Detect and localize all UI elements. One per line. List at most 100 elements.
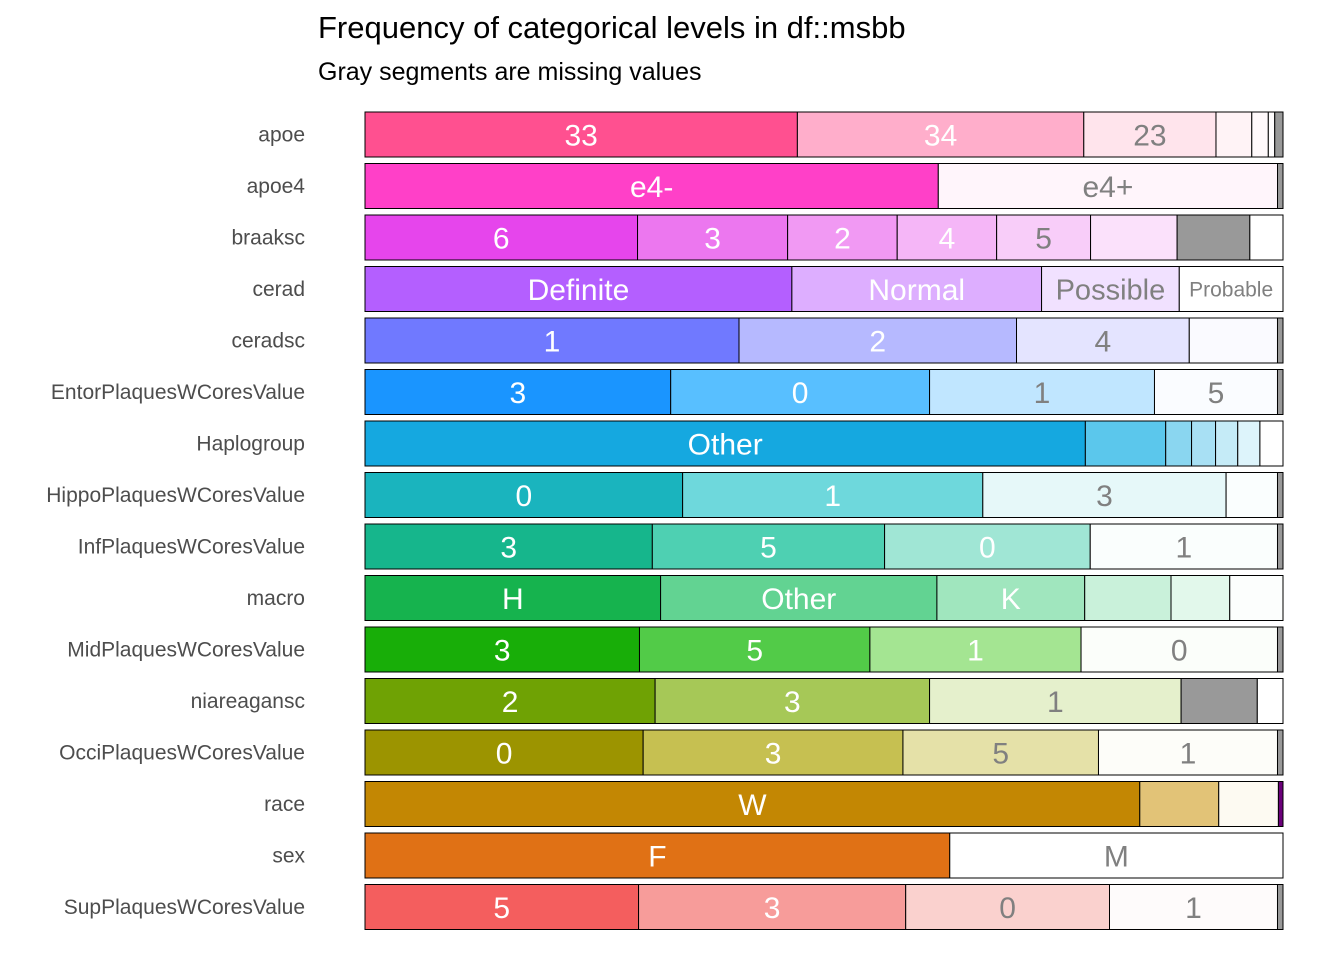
missing-segment bbox=[1276, 884, 1284, 930]
bar-row-supplaqueswcoresvalue: 5 3 0 1 bbox=[364, 884, 1284, 930]
row-label-sex: sex bbox=[272, 845, 305, 868]
bar-segment bbox=[364, 266, 793, 312]
segment-label: 1 bbox=[1047, 686, 1064, 719]
segment-label: 5 bbox=[992, 737, 1009, 770]
segment-label: 33 bbox=[565, 119, 598, 152]
bar-segment bbox=[1170, 575, 1231, 621]
segment-label: 1 bbox=[1180, 737, 1197, 770]
bar-row-macro: H Other K bbox=[364, 575, 1284, 621]
bar-segment bbox=[364, 214, 639, 261]
segment-label: 1 bbox=[824, 480, 841, 513]
missing-segment bbox=[1276, 472, 1284, 518]
bar-segment bbox=[1225, 472, 1278, 518]
bar-segment bbox=[1215, 420, 1239, 467]
segment-label: H bbox=[502, 583, 524, 616]
segment-label: 6 bbox=[493, 222, 510, 255]
segment-label: 3 bbox=[494, 634, 511, 667]
bar-segment bbox=[1277, 781, 1284, 827]
bar-row-ceradsc: 1 2 4 bbox=[364, 317, 1284, 364]
row-label-cerad: cerad bbox=[252, 278, 305, 301]
bar-segment bbox=[896, 214, 998, 261]
bar-segment bbox=[682, 472, 984, 518]
segment-label: 0 bbox=[792, 377, 809, 410]
bar-segment bbox=[869, 626, 1082, 673]
bar-segment bbox=[1188, 317, 1278, 364]
bar-segment bbox=[364, 369, 672, 415]
bar-segment bbox=[1237, 420, 1261, 467]
segment-label: 5 bbox=[1035, 222, 1052, 255]
bar-segment bbox=[1090, 214, 1178, 261]
bar-row-apoe4: e4- e4+ bbox=[364, 163, 1284, 209]
bar-segment bbox=[1267, 111, 1276, 158]
row-label-entorplaqueswcoresvalue: EntorPlaquesWCoresValue bbox=[51, 381, 305, 404]
segment-label: 1 bbox=[544, 325, 561, 358]
chart-title: Frequency of categorical levels in df::m… bbox=[318, 10, 906, 45]
segment-label: W bbox=[738, 789, 767, 822]
bar-segment bbox=[1109, 884, 1278, 930]
bar-segment bbox=[1256, 678, 1284, 724]
segment-label: K bbox=[1001, 583, 1021, 616]
segment-label: 3 bbox=[765, 737, 782, 770]
missing-segment bbox=[1277, 163, 1284, 209]
row-label-macro: macro bbox=[247, 587, 305, 610]
bar-segment bbox=[1080, 626, 1278, 673]
row-label-infplaqueswcoresvalue: InfPlaquesWCoresValue bbox=[78, 536, 305, 559]
segment-label: 4 bbox=[939, 222, 956, 255]
segment-label: 0 bbox=[1171, 634, 1188, 667]
row-labels: apoe apoe4 braaksc cerad ceradsc EntorPlaques… bbox=[46, 124, 305, 920]
segment-label: Possible bbox=[1056, 274, 1166, 306]
bar-segment bbox=[936, 575, 1086, 621]
missing-segment bbox=[1274, 111, 1284, 158]
missing-segment bbox=[1276, 317, 1284, 364]
bar-segment bbox=[1249, 214, 1284, 261]
bar-segment bbox=[364, 111, 798, 158]
bar-segment bbox=[1084, 420, 1167, 467]
bar-row-entorplaqueswcoresvalue: 3 0 1 5 bbox=[364, 369, 1284, 415]
segment-label: 3 bbox=[1096, 480, 1113, 513]
bar-row-cerad: Definite Normal Possible Probable bbox=[364, 266, 1284, 312]
segment-label: 23 bbox=[1133, 119, 1166, 152]
bar-segment bbox=[996, 214, 1092, 261]
bar-segment bbox=[651, 523, 886, 570]
bar-row-infplaqueswcoresvalue: 3 5 0 1 bbox=[364, 523, 1284, 570]
segment-label: e4+ bbox=[1082, 171, 1133, 204]
missing-segment bbox=[1276, 369, 1284, 415]
bar-segment bbox=[1178, 266, 1284, 312]
bar-segment bbox=[1251, 111, 1269, 158]
bar-row-apoe: 33 34 23 bbox=[364, 111, 1284, 158]
row-label-race: race bbox=[264, 793, 305, 816]
bar-segment bbox=[364, 729, 644, 776]
bar-segment bbox=[364, 523, 653, 570]
bar-segment bbox=[364, 832, 951, 879]
segment-label: 1 bbox=[1176, 531, 1193, 564]
row-label-braaksc: braaksc bbox=[231, 227, 305, 250]
bar-segment bbox=[1016, 317, 1190, 364]
bar-segment bbox=[791, 266, 1043, 312]
row-label-apoe: apoe bbox=[258, 124, 305, 147]
chart-subtitle: Gray segments are missing values bbox=[318, 58, 702, 86]
segment-label: 4 bbox=[1095, 325, 1112, 358]
bar-segment bbox=[364, 163, 939, 209]
missing-segment bbox=[1276, 729, 1284, 776]
segment-label: 3 bbox=[764, 892, 781, 925]
bar-segment bbox=[654, 678, 931, 724]
bar-row-braaksc: 6 3 2 4 5 bbox=[364, 214, 1284, 261]
segment-label: 3 bbox=[784, 686, 801, 719]
segment-label: Other bbox=[761, 583, 836, 616]
row-label-supplaqueswcoresvalue: SupPlaquesWCoresValue bbox=[64, 896, 305, 919]
segment-label: 1 bbox=[967, 634, 984, 667]
row-label-haplogroup: Haplogroup bbox=[196, 433, 305, 456]
segment-label: 1 bbox=[1034, 377, 1051, 410]
bar-segment bbox=[787, 214, 898, 261]
segment-label: 2 bbox=[869, 325, 886, 358]
bar-row-niareagansc: 2 3 1 bbox=[364, 678, 1284, 724]
segment-label: 3 bbox=[704, 222, 721, 255]
segment-label: 5 bbox=[1208, 377, 1225, 410]
segment-label: 2 bbox=[502, 686, 519, 719]
bar-row-hippoplaqueswcoresvalue: 0 1 3 bbox=[364, 472, 1284, 518]
segment-label: 2 bbox=[834, 222, 851, 255]
row-label-midplaqueswcoresvalue: MidPlaquesWCoresValue bbox=[67, 639, 305, 662]
segment-label: 0 bbox=[496, 737, 513, 770]
bar-segment bbox=[902, 729, 1099, 776]
segment-label: M bbox=[1104, 840, 1129, 873]
